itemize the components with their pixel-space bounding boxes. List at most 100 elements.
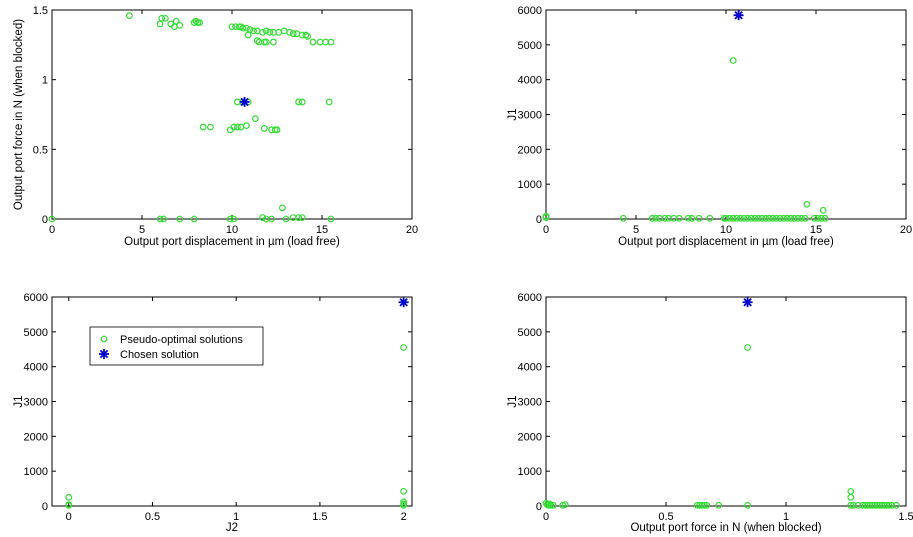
x-tick-label: 0 bbox=[543, 511, 549, 523]
y-axis-label: J1 bbox=[13, 395, 25, 407]
plot-frame bbox=[545, 9, 907, 220]
data-point bbox=[740, 214, 748, 222]
data-point bbox=[304, 33, 312, 40]
data-point bbox=[819, 206, 827, 214]
data-point bbox=[744, 214, 751, 222]
data-point bbox=[244, 31, 252, 39]
x-tick-label: 10 bbox=[226, 224, 238, 236]
data-point bbox=[693, 501, 701, 509]
x-tick-label: 15 bbox=[810, 224, 822, 236]
x-tick-label: 0 bbox=[543, 224, 549, 236]
y-tick-label: 4000 bbox=[518, 362, 542, 374]
data-point bbox=[275, 28, 283, 36]
data-point bbox=[873, 501, 881, 509]
data-point bbox=[733, 214, 741, 222]
plot-frame bbox=[51, 9, 413, 220]
data-point bbox=[253, 27, 261, 35]
data-point bbox=[803, 200, 811, 208]
y-tick-label: 5000 bbox=[24, 327, 48, 339]
y-tick-label: 6000 bbox=[24, 292, 48, 304]
data-point bbox=[266, 28, 274, 36]
x-axis-label: Output port displacement in µm (load fre… bbox=[618, 236, 834, 248]
data-point bbox=[847, 501, 855, 509]
data-point bbox=[859, 501, 867, 509]
data-point bbox=[661, 214, 669, 222]
x-tick-label: 0 bbox=[49, 224, 55, 236]
data-point bbox=[228, 23, 236, 31]
data-point bbox=[262, 27, 270, 35]
data-point bbox=[298, 98, 306, 106]
y-tick-label: 6000 bbox=[518, 5, 542, 17]
x-tick-label: 2 bbox=[401, 511, 407, 523]
data-point bbox=[230, 215, 238, 223]
data-point bbox=[190, 215, 198, 223]
y-tick-label: 0.5 bbox=[33, 144, 48, 156]
data-point bbox=[787, 214, 795, 222]
y-tick-label: 3000 bbox=[518, 110, 542, 122]
data-point bbox=[861, 501, 869, 509]
data-point bbox=[696, 501, 703, 509]
data-point bbox=[878, 501, 886, 509]
data-point bbox=[156, 215, 164, 223]
data-point bbox=[230, 123, 238, 131]
data-point bbox=[648, 214, 656, 222]
data-point bbox=[747, 214, 755, 222]
data-point bbox=[293, 30, 301, 38]
data-point bbox=[309, 38, 317, 46]
data-point bbox=[814, 214, 822, 222]
data-point bbox=[620, 214, 627, 222]
data-point bbox=[286, 28, 294, 36]
legend-marker-star bbox=[99, 349, 109, 359]
data-point bbox=[801, 214, 809, 222]
data-point bbox=[869, 501, 876, 509]
data-point bbox=[703, 501, 711, 509]
chosen-point-star bbox=[733, 10, 744, 21]
data-point bbox=[698, 501, 706, 509]
data-point bbox=[400, 498, 408, 506]
series-2 bbox=[239, 96, 250, 107]
x-tick-label: 20 bbox=[900, 224, 912, 236]
data-point bbox=[729, 57, 737, 64]
data-point bbox=[688, 214, 696, 222]
data-point bbox=[253, 37, 261, 45]
data-point bbox=[325, 98, 333, 106]
y-axis-label: J1 bbox=[507, 108, 519, 120]
data-point bbox=[289, 30, 297, 38]
x-tick-label: 0 bbox=[66, 511, 72, 523]
x-tick-label: 1.5 bbox=[898, 511, 913, 523]
data-point bbox=[282, 215, 290, 223]
y-tick-label: 1000 bbox=[24, 466, 48, 478]
plot-frame bbox=[545, 296, 907, 507]
data-point bbox=[883, 501, 891, 509]
data-point bbox=[295, 98, 303, 106]
y-tick-label: 0 bbox=[42, 501, 48, 513]
data-point bbox=[652, 214, 660, 222]
data-point bbox=[776, 214, 784, 222]
x-tick-label: 1.5 bbox=[312, 511, 327, 523]
y-tick-label: 2000 bbox=[518, 431, 542, 443]
data-point bbox=[744, 344, 751, 351]
y-tick-label: 1.5 bbox=[33, 5, 48, 17]
chosen-point-star bbox=[742, 297, 753, 308]
data-point bbox=[542, 212, 550, 220]
x-axis-label: J2 bbox=[226, 522, 238, 534]
subplot-1: 0 5 10 15 20 0 0.5 1 1.5 Output port displacement… bbox=[13, 5, 418, 248]
data-point bbox=[847, 493, 855, 501]
data-point bbox=[701, 501, 708, 509]
subplot-2: 0 5 10 15 20 0 1000 2000 3000 4000 5000 6000 Output … bbox=[507, 5, 912, 248]
data-point bbox=[327, 38, 335, 46]
data-point bbox=[547, 501, 555, 509]
data-point bbox=[261, 125, 268, 132]
data-point bbox=[758, 214, 766, 222]
legend: Pseudo-optimal solutions Chosen solution bbox=[89, 326, 264, 366]
y-axis-label: Output port force in N (when blocked) bbox=[13, 19, 25, 210]
data-point bbox=[176, 21, 184, 29]
data-point bbox=[65, 493, 73, 501]
x-tick-label: 15 bbox=[316, 224, 328, 236]
data-point bbox=[722, 214, 730, 222]
data-point bbox=[242, 24, 250, 32]
data-point bbox=[295, 214, 303, 222]
series-2 bbox=[398, 297, 409, 308]
data-point bbox=[400, 500, 408, 508]
